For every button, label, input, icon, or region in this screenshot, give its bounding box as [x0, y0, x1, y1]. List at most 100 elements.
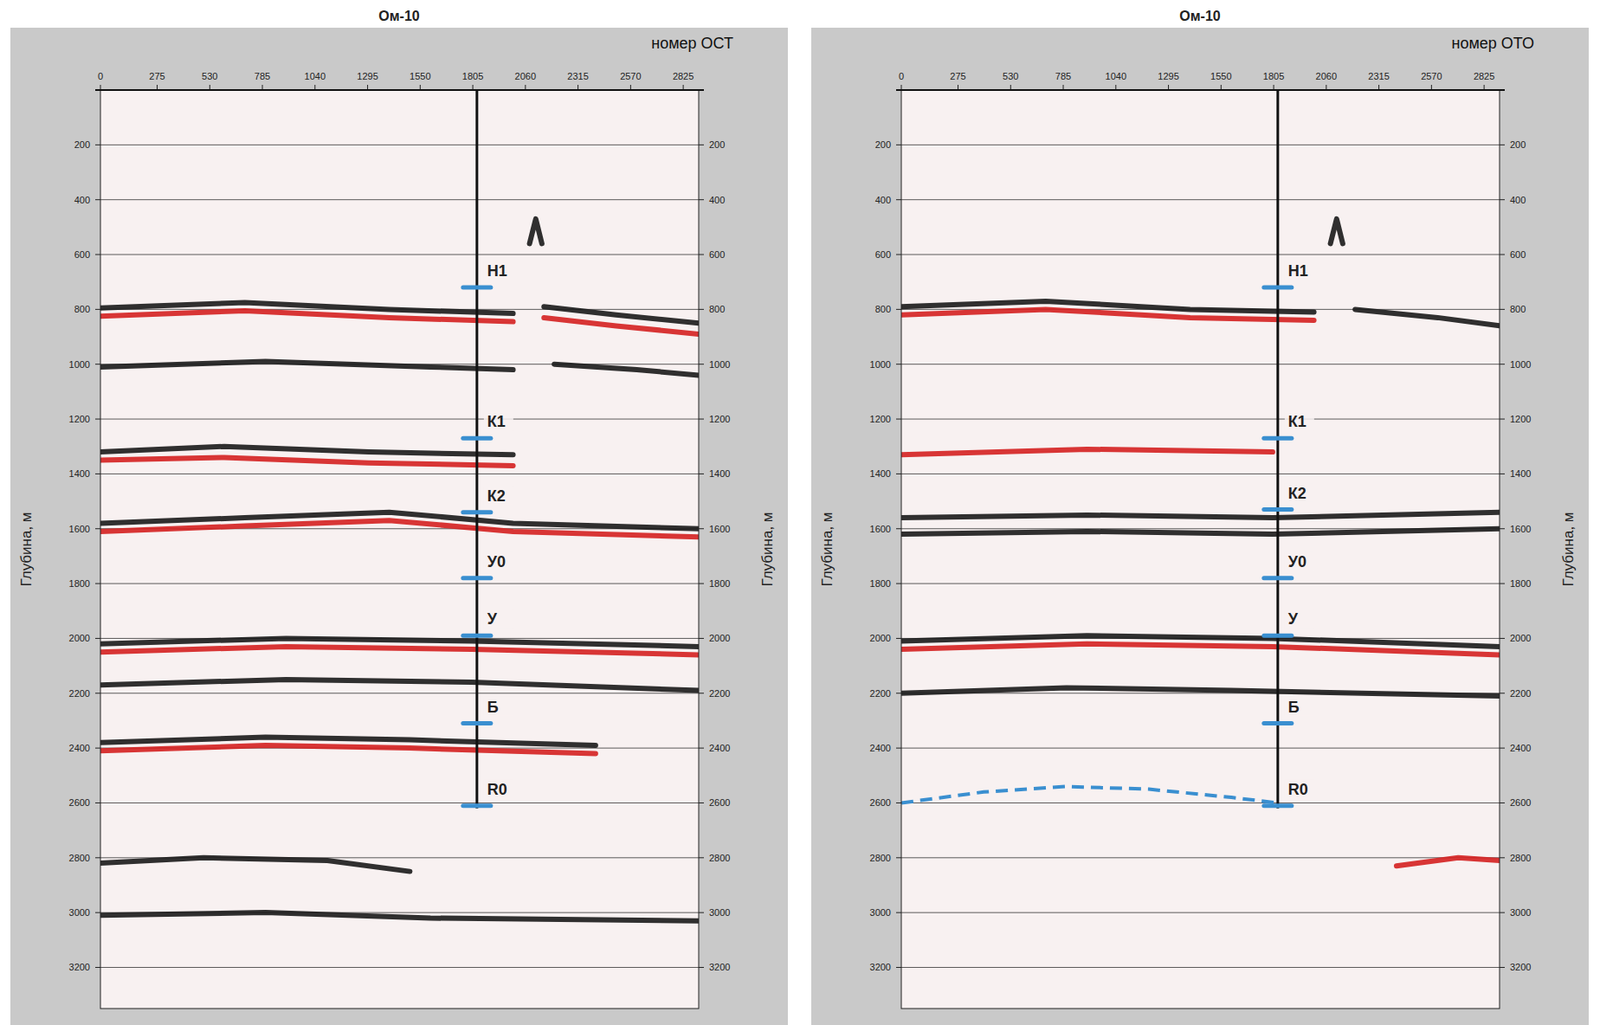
y-tick — [1499, 857, 1505, 859]
y-tick — [1499, 967, 1505, 968]
y-tick-label: 2400 — [870, 742, 891, 754]
y-tick — [698, 912, 704, 914]
grid-line — [901, 419, 1500, 420]
y-tick-label: 600 — [1509, 249, 1526, 260]
y-tick-label: 1800 — [870, 578, 891, 589]
y-tick — [698, 254, 704, 256]
y-tick-label: 2800 — [870, 852, 891, 864]
reflector — [1330, 219, 1343, 245]
y-tick — [896, 199, 902, 200]
horizon-marker — [463, 803, 491, 808]
x-tick-label: 785 — [254, 70, 271, 82]
y-tick — [95, 419, 101, 420]
y-tick-label: 400 — [875, 194, 891, 206]
reflector — [901, 529, 1500, 535]
grid-line — [901, 748, 1500, 749]
reflector — [1354, 309, 1500, 326]
top-axis — [896, 89, 1505, 91]
label-patch — [1284, 697, 1315, 717]
horizon-label: Б — [487, 698, 499, 717]
y-tick-label: 1400 — [1509, 468, 1531, 479]
x-axis-title: номер ОТО — [1451, 34, 1535, 52]
horizon-marker — [463, 575, 491, 581]
y-tick-label: 200 — [875, 139, 891, 150]
y-tick — [95, 528, 101, 530]
y-tick — [1499, 638, 1505, 639]
reflector — [100, 446, 514, 456]
horizon-marker — [1264, 507, 1292, 512]
reflector — [529, 219, 542, 245]
y-axis-title: Глубина, м — [18, 511, 35, 587]
x-tick-label: 2060 — [1316, 70, 1337, 82]
y-tick — [896, 802, 902, 804]
y-tick-label: 1600 — [870, 523, 891, 535]
panel-background — [10, 27, 788, 1025]
grid-line — [901, 144, 1500, 146]
horizon-marker — [463, 509, 491, 515]
y-tick-label: 800 — [875, 303, 891, 315]
y-tick-label: 2400 — [709, 742, 730, 754]
y-tick-label: 400 — [74, 194, 91, 206]
top-axis — [95, 89, 704, 91]
y-tick-label: 3000 — [69, 907, 91, 918]
y-tick-label: 2800 — [709, 852, 730, 864]
grid-line — [901, 254, 1500, 256]
y-tick-label: 3200 — [69, 961, 91, 973]
y-tick-label: 2600 — [69, 797, 91, 808]
y-tick — [95, 857, 101, 859]
y-tick-label: 600 — [74, 249, 91, 260]
x-tick-label: 1805 — [1263, 70, 1284, 82]
reflector — [100, 638, 699, 647]
y-tick — [896, 144, 902, 146]
y-tick-label: 2400 — [69, 742, 91, 754]
x-tick-label: 530 — [1002, 70, 1019, 82]
reflector — [100, 457, 514, 466]
grid-line — [901, 912, 1500, 914]
y-tick — [95, 199, 101, 200]
y-tick — [896, 528, 902, 530]
horizon-marker — [1264, 721, 1292, 726]
grid-line — [100, 802, 699, 804]
grid-line — [901, 363, 1500, 365]
x-tick-label: 1295 — [356, 70, 378, 82]
y-tick — [95, 254, 101, 256]
y-tick — [1499, 309, 1505, 310]
y-tick-label: 1000 — [69, 359, 91, 370]
x-tick-label: 2570 — [1420, 70, 1442, 82]
x-tick-label: 0 — [898, 70, 904, 82]
horizon-marker — [1264, 633, 1292, 639]
horizon-label: К2 — [487, 487, 506, 505]
panel-background — [811, 27, 1589, 1025]
horizon-marker — [463, 633, 491, 639]
horizon-marker — [1264, 575, 1292, 581]
label-patch — [483, 780, 514, 799]
well — [475, 90, 478, 809]
reflector — [100, 737, 596, 747]
y-tick-label: 2800 — [1509, 852, 1531, 864]
y-tick-label: 400 — [709, 194, 725, 206]
y-tick-label: 1600 — [1509, 523, 1531, 535]
y-tick — [896, 967, 902, 968]
label-patch — [483, 552, 514, 571]
y-tick — [896, 254, 902, 256]
y-tick-label: 1200 — [709, 413, 730, 425]
x-tick-label: 2825 — [1473, 70, 1495, 82]
y-tick-label: 800 — [709, 303, 725, 315]
y-tick — [1499, 199, 1505, 200]
y-tick — [1499, 912, 1505, 914]
horizon-label: К2 — [1288, 484, 1307, 503]
grid-line — [901, 583, 1500, 585]
horizon-marker — [1264, 436, 1292, 441]
y-tick-label: 3000 — [1509, 907, 1531, 918]
y-tick-label: 1200 — [69, 413, 91, 425]
horizon-label: К1 — [487, 412, 506, 431]
y-tick — [698, 638, 704, 639]
reflector — [901, 449, 1273, 455]
panel-title: Ом-10 — [1179, 8, 1221, 24]
y-tick-label: 1400 — [870, 468, 891, 479]
x-tick-label: 275 — [148, 70, 165, 82]
y-tick-label: 1800 — [709, 578, 730, 589]
label-patch — [1284, 412, 1315, 431]
y-tick — [1499, 144, 1505, 146]
plot-background — [100, 90, 699, 1009]
